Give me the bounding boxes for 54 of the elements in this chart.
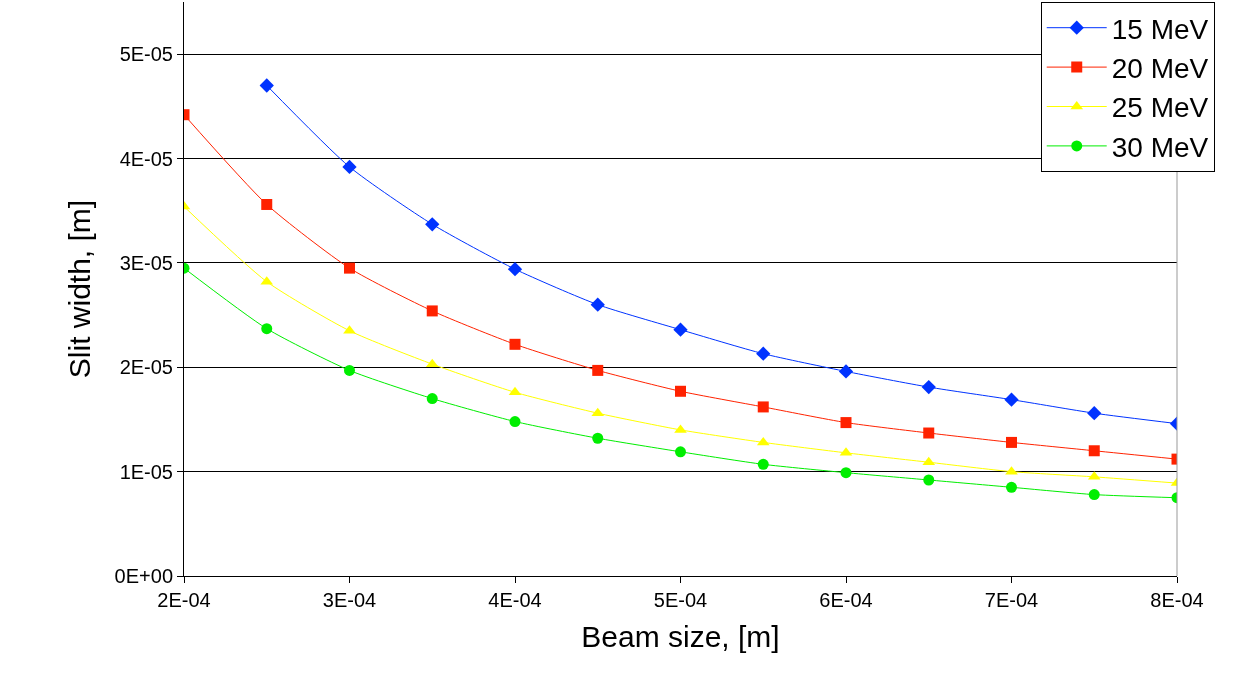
point xyxy=(425,217,440,232)
point xyxy=(923,427,935,439)
point xyxy=(1006,436,1017,448)
x-tick-label: 6E-04 xyxy=(819,589,873,611)
point xyxy=(840,417,852,429)
y-tick-label: 1E-05 xyxy=(119,460,173,483)
y-axis-title: Slit width, [m] xyxy=(62,199,96,379)
point xyxy=(342,159,357,175)
point xyxy=(923,474,935,486)
y-tick-label: 0E+00 xyxy=(114,565,173,587)
point xyxy=(756,346,771,361)
legend-label: 30 MeV xyxy=(1111,131,1209,163)
point xyxy=(509,338,521,350)
y-tick-label: 5E-05 xyxy=(119,43,173,66)
point xyxy=(592,364,604,376)
point xyxy=(675,385,686,397)
x-tick-label: 7E-04 xyxy=(984,589,1039,611)
point xyxy=(509,416,521,428)
point xyxy=(1088,489,1100,501)
point xyxy=(1088,445,1100,457)
point xyxy=(426,393,438,405)
point xyxy=(592,432,604,444)
x-tick-label: 8E-04 xyxy=(1150,589,1204,611)
x-tick-label: 2E-04 xyxy=(157,589,211,611)
point xyxy=(757,401,769,413)
point xyxy=(1004,392,1019,407)
point xyxy=(507,262,523,277)
point xyxy=(840,467,852,479)
y-tick-label: 2E-05 xyxy=(119,356,173,379)
y-tick-label: 3E-05 xyxy=(119,251,173,274)
point xyxy=(261,323,273,335)
point xyxy=(838,364,854,379)
x-tick-label: 3E-04 xyxy=(322,589,377,611)
y-tick-label: 4E-05 xyxy=(119,147,173,170)
point xyxy=(1006,481,1017,493)
legend-label: 25 MeV xyxy=(1111,92,1209,124)
point xyxy=(1087,406,1102,421)
point xyxy=(673,322,688,337)
point xyxy=(675,446,686,458)
point xyxy=(590,297,605,312)
point xyxy=(259,78,274,93)
x-tick-label: 5E-04 xyxy=(653,589,708,611)
point xyxy=(757,458,769,470)
point xyxy=(921,379,936,395)
point xyxy=(756,436,770,446)
point xyxy=(344,364,355,376)
x-tick-label: 4E-04 xyxy=(488,589,542,611)
point xyxy=(508,386,522,396)
legend-label: 15 MeV xyxy=(1111,13,1209,45)
point xyxy=(426,305,438,317)
point xyxy=(344,262,355,274)
legend-label: 20 MeV xyxy=(1111,53,1209,85)
point xyxy=(261,198,273,210)
x-axis-title: Beam size, [m] xyxy=(581,619,780,653)
